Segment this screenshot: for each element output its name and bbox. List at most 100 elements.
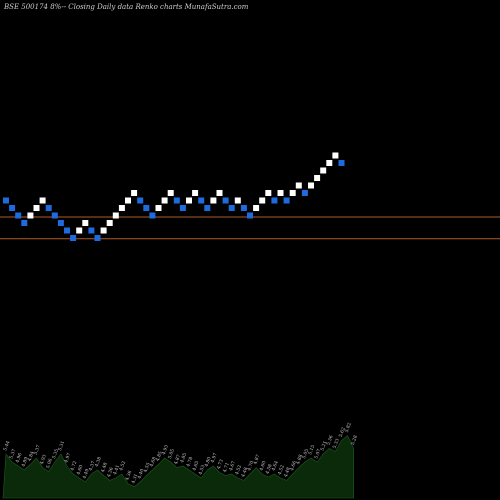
down-brick bbox=[283, 197, 290, 204]
down-brick bbox=[137, 197, 144, 204]
volume-label: 4.84 bbox=[27, 450, 36, 462]
down-brick bbox=[338, 160, 345, 166]
volume-label: 4.65 bbox=[191, 460, 200, 472]
up-brick bbox=[39, 197, 46, 204]
volume-label: 5.06 bbox=[45, 458, 54, 470]
volume-label: 4.41 bbox=[112, 464, 121, 476]
down-brick bbox=[9, 205, 16, 211]
down-brick bbox=[94, 235, 101, 241]
volume-label: 4.60 bbox=[258, 460, 267, 472]
up-brick bbox=[326, 160, 333, 166]
down-brick bbox=[64, 227, 70, 234]
volume-label: 4.52 bbox=[277, 464, 286, 476]
volume-label: 4.85 bbox=[179, 452, 188, 464]
up-brick bbox=[265, 190, 272, 196]
up-brick bbox=[167, 190, 174, 196]
up-brick bbox=[112, 212, 119, 219]
down-brick bbox=[70, 235, 77, 241]
down-brick bbox=[45, 205, 52, 211]
up-brick bbox=[186, 197, 192, 204]
volume-label: 4.93 bbox=[39, 454, 48, 466]
volume-label: 4.96 bbox=[14, 452, 23, 464]
volume-label: 4.89 bbox=[21, 456, 30, 468]
down-brick bbox=[149, 212, 156, 219]
volume-area bbox=[2, 435, 354, 499]
volume-label: 4.72 bbox=[69, 460, 78, 472]
up-brick bbox=[295, 182, 302, 189]
up-brick bbox=[131, 190, 138, 196]
volume-label: 4.52 bbox=[118, 460, 127, 472]
up-brick bbox=[192, 190, 199, 196]
chart-title: BSE 500174 8%-- Closing Daily data Renko… bbox=[3, 3, 249, 11]
volume-label: 4.71 bbox=[222, 462, 231, 474]
down-brick bbox=[143, 205, 150, 211]
up-brick bbox=[106, 220, 113, 226]
up-brick bbox=[125, 197, 131, 204]
volume-label: 4.60 bbox=[75, 464, 84, 476]
down-brick bbox=[51, 212, 58, 219]
down-brick bbox=[240, 205, 247, 211]
volume-label: 4.48 bbox=[240, 466, 249, 478]
volume-label: 4.97 bbox=[63, 452, 72, 464]
volume-labels: 5.445.374.964.894.845.374.935.065.355.31… bbox=[2, 422, 359, 485]
up-brick bbox=[27, 212, 34, 219]
up-brick bbox=[289, 190, 296, 196]
down-brick bbox=[3, 197, 9, 204]
up-brick bbox=[155, 205, 162, 211]
down-brick bbox=[173, 197, 180, 204]
volume-label: 4.58 bbox=[265, 463, 274, 475]
up-brick bbox=[320, 167, 327, 174]
up-brick bbox=[216, 190, 223, 196]
volume-label: 5.15 bbox=[307, 444, 316, 456]
volume-label: 5.82 bbox=[344, 422, 353, 434]
down-brick bbox=[301, 190, 308, 196]
up-brick bbox=[277, 190, 284, 196]
volume-label: 5.05 bbox=[301, 448, 310, 460]
up-brick bbox=[100, 227, 107, 234]
down-brick bbox=[228, 205, 235, 211]
volume-label: 4.87 bbox=[252, 454, 261, 466]
down-brick bbox=[15, 212, 22, 219]
up-brick bbox=[82, 220, 89, 226]
volume-label: 4.93 bbox=[161, 444, 170, 456]
renko-bricks bbox=[3, 152, 345, 241]
volume-label: 4.36 bbox=[124, 470, 133, 482]
volume-label: 5.05 bbox=[167, 448, 176, 460]
down-brick bbox=[222, 197, 229, 204]
up-brick bbox=[259, 197, 266, 204]
up-brick bbox=[253, 205, 260, 211]
volume-label: 4.64 bbox=[271, 460, 280, 472]
down-brick bbox=[204, 205, 211, 211]
volume-label: 4.36 bbox=[106, 466, 115, 478]
volume-label: 4.52 bbox=[234, 464, 243, 476]
down-brick bbox=[88, 227, 95, 234]
up-brick bbox=[118, 205, 125, 211]
volume-label: 4.49 bbox=[82, 468, 91, 480]
volume-label: 4.85 bbox=[155, 450, 164, 462]
volume-label: 4.55 bbox=[143, 462, 152, 474]
volume-label: 4.48 bbox=[100, 462, 109, 474]
volume-label: 5.28 bbox=[350, 434, 359, 446]
up-brick bbox=[234, 197, 241, 204]
volume-label: 5.44 bbox=[2, 440, 11, 452]
volume-label: 5.33 bbox=[332, 438, 341, 450]
volume-label: 4.66 bbox=[289, 460, 298, 472]
volume-label: 4.97 bbox=[210, 452, 219, 464]
up-brick bbox=[308, 182, 314, 189]
down-brick bbox=[247, 212, 253, 219]
volume-label: 5.07 bbox=[313, 448, 322, 460]
down-brick bbox=[57, 220, 64, 226]
volume-label: 5.35 bbox=[51, 448, 60, 460]
volume-label: 5.36 bbox=[326, 434, 335, 446]
volume-label: 4.78 bbox=[185, 456, 194, 468]
volume-label: 4.48 bbox=[283, 466, 292, 478]
volume-label: 4.38 bbox=[94, 456, 103, 468]
up-brick bbox=[332, 152, 339, 159]
down-brick bbox=[198, 197, 205, 204]
volume-label: 4.31 bbox=[130, 473, 139, 485]
volume-label: 4.88 bbox=[295, 454, 304, 466]
volume-label: 5.21 bbox=[319, 440, 328, 452]
volume-label: 4.87 bbox=[173, 454, 182, 466]
